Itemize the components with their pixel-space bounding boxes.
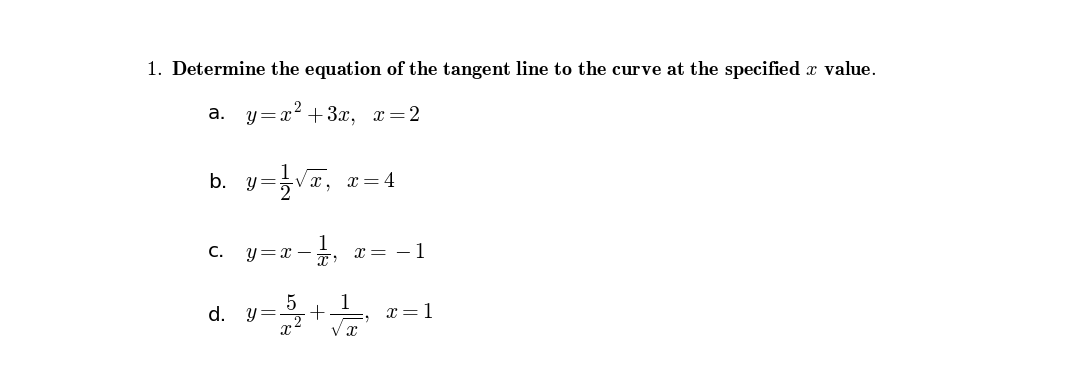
- Text: d.: d.: [208, 306, 227, 325]
- Text: $\mathbf{1.\ Determine\ the\ equation\ of\ the\ tangent\ line\ to\ the\ curve\ a: $\mathbf{1.\ Determine\ the\ equation\ o…: [146, 59, 876, 81]
- Text: b.: b.: [208, 173, 227, 192]
- Text: $y = x^{2} + 3x,\ \ x = 2$: $y = x^{2} + 3x,\ \ x = 2$: [246, 100, 421, 128]
- Text: $y = \dfrac{5}{x^{2}} + \dfrac{1}{\sqrt{x}},\ \ x = 1$: $y = \dfrac{5}{x^{2}} + \dfrac{1}{\sqrt{…: [246, 293, 434, 338]
- Text: $y = \dfrac{1}{2}\sqrt{x},\ \ x = 4$: $y = \dfrac{1}{2}\sqrt{x},\ \ x = 4$: [246, 162, 395, 203]
- Text: c.: c.: [208, 242, 225, 261]
- Text: a.: a.: [208, 104, 226, 123]
- Text: $y = x - \dfrac{1}{x},\ \ x = -1$: $y = x - \dfrac{1}{x},\ \ x = -1$: [246, 233, 426, 269]
